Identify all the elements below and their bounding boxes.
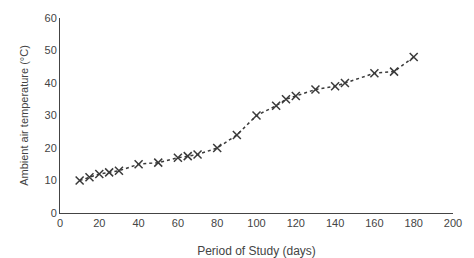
svg-text:0: 0 xyxy=(51,207,57,219)
svg-text:180: 180 xyxy=(405,217,423,229)
svg-text:Ambient air temperature (°C): Ambient air temperature (°C) xyxy=(18,45,30,186)
svg-text:60: 60 xyxy=(172,217,184,229)
svg-text:30: 30 xyxy=(45,109,57,121)
svg-text:140: 140 xyxy=(326,217,344,229)
svg-text:60: 60 xyxy=(45,12,57,24)
svg-text:120: 120 xyxy=(287,217,305,229)
svg-text:20: 20 xyxy=(93,217,105,229)
svg-text:40: 40 xyxy=(45,77,57,89)
svg-text:200: 200 xyxy=(444,217,462,229)
svg-text:10: 10 xyxy=(45,174,57,186)
svg-text:Period of Study (days): Period of Study (days) xyxy=(197,244,316,258)
svg-text:50: 50 xyxy=(45,44,57,56)
svg-text:160: 160 xyxy=(365,217,383,229)
svg-text:0: 0 xyxy=(57,217,63,229)
svg-text:40: 40 xyxy=(132,217,144,229)
svg-text:20: 20 xyxy=(45,142,57,154)
svg-text:100: 100 xyxy=(247,217,265,229)
svg-text:80: 80 xyxy=(211,217,223,229)
